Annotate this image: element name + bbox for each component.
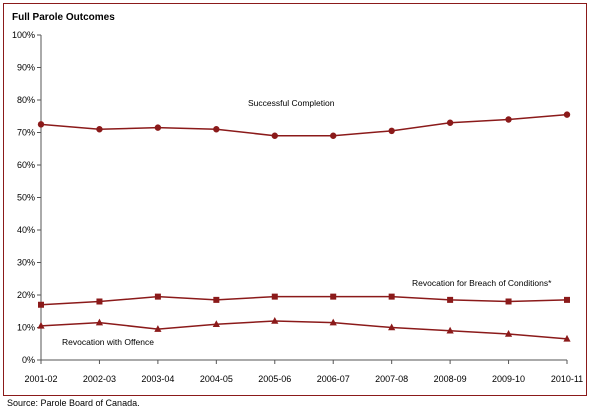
data-point-triangle xyxy=(154,325,162,332)
data-point-triangle xyxy=(388,323,396,331)
x-tick-label: 2004-05 xyxy=(200,374,233,384)
chart-title: Full Parole Outcomes xyxy=(12,12,115,23)
data-point-circle xyxy=(96,126,103,133)
data-point-square xyxy=(505,298,512,305)
y-tick-label: 10% xyxy=(17,323,35,333)
data-point-triangle xyxy=(504,330,513,337)
data-point-triangle xyxy=(37,321,45,329)
data-point-circle xyxy=(213,126,220,133)
data-point-square xyxy=(564,296,570,303)
y-tick-label: 60% xyxy=(17,160,35,170)
data-point-triangle xyxy=(563,334,571,342)
x-tick-label: 2002-03 xyxy=(83,374,116,384)
data-point-circle xyxy=(505,116,512,123)
data-point-triangle xyxy=(212,320,220,328)
data-point-square xyxy=(388,293,395,300)
data-point-square xyxy=(330,293,337,300)
x-tick-label: 2005-06 xyxy=(258,374,291,384)
data-point-square xyxy=(38,301,44,308)
x-tick-label: 2007-08 xyxy=(375,374,408,384)
chart-frame xyxy=(3,3,587,396)
x-tick-label: 2001-02 xyxy=(24,374,57,384)
data-point-triangle xyxy=(271,317,279,324)
y-tick-label: 0% xyxy=(22,355,35,365)
data-point-triangle xyxy=(95,318,104,326)
x-tick-label: 2009-10 xyxy=(492,374,525,384)
y-tick-label: 100% xyxy=(12,30,35,40)
data-point-circle xyxy=(330,132,337,139)
y-tick-label: 90% xyxy=(17,63,35,73)
data-point-square xyxy=(154,293,161,300)
x-tick-label: 2003-04 xyxy=(141,374,174,384)
data-point-circle xyxy=(446,119,454,126)
x-tick-label: 2008-09 xyxy=(434,374,467,384)
x-tick-label: 2006-07 xyxy=(317,374,350,384)
y-tick-label: 70% xyxy=(17,128,35,138)
y-tick-label: 50% xyxy=(17,193,35,203)
series-label: Revocation with Offence xyxy=(62,337,154,347)
data-point-triangle xyxy=(446,326,454,334)
data-point-square xyxy=(96,298,103,305)
series-line xyxy=(40,320,568,340)
x-tick-label: 2010-11 xyxy=(551,374,583,384)
y-tick-label: 30% xyxy=(17,258,35,268)
source-note: Source: Parole Board of Canada. xyxy=(7,398,140,408)
data-point-square xyxy=(213,296,220,303)
data-point-circle xyxy=(563,111,571,118)
series-label: Successful Completion xyxy=(248,98,335,108)
data-point-circle xyxy=(271,132,278,139)
y-tick-label: 80% xyxy=(17,95,35,105)
series-line xyxy=(40,295,568,306)
data-point-circle xyxy=(37,121,45,128)
y-tick-label: 40% xyxy=(17,225,35,235)
data-point-circle xyxy=(388,127,395,135)
data-point-circle xyxy=(154,124,162,131)
y-tick-label: 20% xyxy=(17,290,35,300)
series-label: Revocation for Breach of Conditions* xyxy=(412,278,552,288)
data-point-square xyxy=(271,293,278,300)
data-point-triangle xyxy=(329,318,337,326)
series-line xyxy=(40,113,568,137)
data-point-square xyxy=(447,296,454,303)
